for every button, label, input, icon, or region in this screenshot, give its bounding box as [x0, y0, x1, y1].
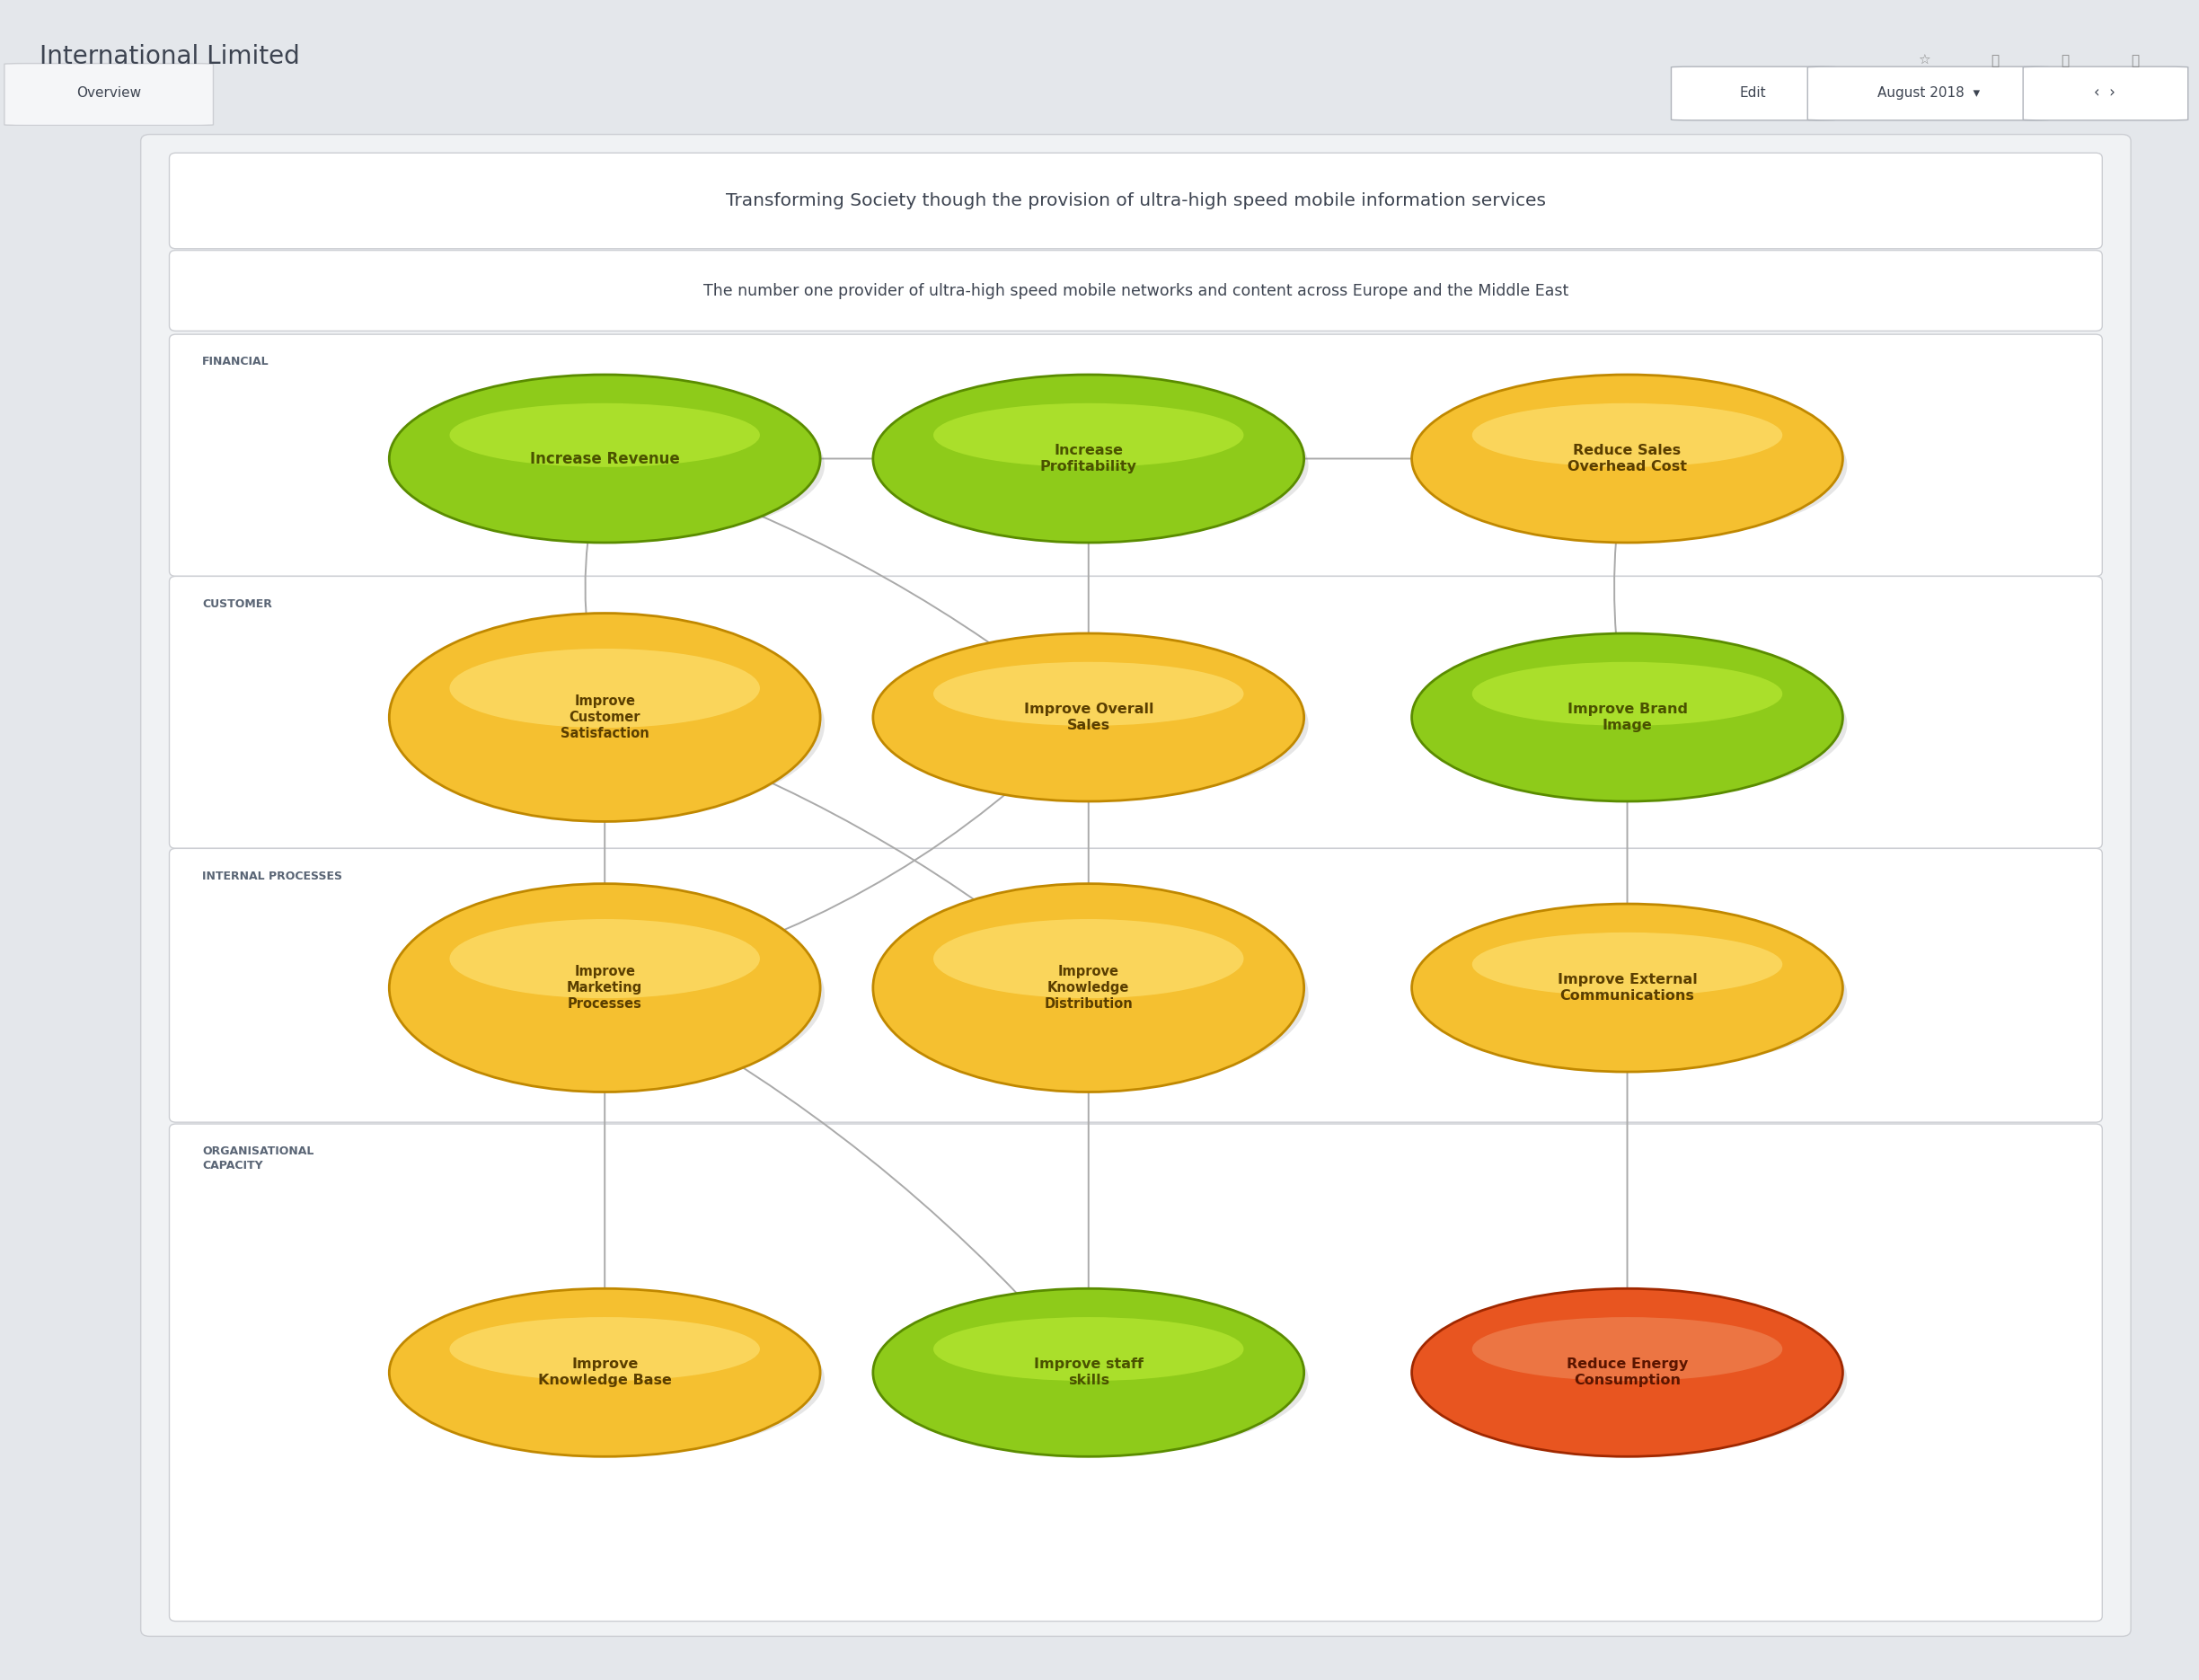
FancyArrowPatch shape: [1623, 1025, 1632, 1337]
Ellipse shape: [394, 630, 825, 818]
FancyArrowPatch shape: [1623, 754, 1632, 953]
Text: Improve
Knowledge Base: Improve Knowledge Base: [539, 1357, 671, 1388]
FancyArrowPatch shape: [640, 469, 1062, 696]
FancyArrowPatch shape: [585, 494, 598, 684]
FancyArrowPatch shape: [600, 754, 609, 953]
FancyBboxPatch shape: [1808, 67, 2049, 121]
FancyArrowPatch shape: [1084, 496, 1093, 682]
Text: Reduce Energy
Consumption: Reduce Energy Consumption: [1566, 1357, 1689, 1388]
Ellipse shape: [1471, 662, 1783, 726]
Text: Improve staff
skills: Improve staff skills: [1034, 1357, 1143, 1388]
Text: Overview: Overview: [77, 86, 141, 99]
Text: FINANCIAL: FINANCIAL: [202, 356, 268, 368]
FancyBboxPatch shape: [2023, 67, 2188, 121]
Text: ⓘ: ⓘ: [2060, 54, 2069, 67]
Text: Improve
Knowledge
Distribution: Improve Knowledge Distribution: [1045, 964, 1132, 1011]
Text: ‹  ›: ‹ ›: [2093, 84, 2115, 101]
Text: Increase Revenue: Increase Revenue: [530, 450, 679, 467]
Ellipse shape: [877, 648, 1308, 800]
Ellipse shape: [1416, 390, 1847, 541]
Ellipse shape: [932, 662, 1245, 726]
Ellipse shape: [1412, 375, 1843, 543]
FancyArrowPatch shape: [640, 455, 1051, 462]
Text: INTERNAL PROCESSES: INTERNAL PROCESSES: [202, 870, 343, 882]
Ellipse shape: [389, 884, 820, 1092]
Ellipse shape: [389, 375, 820, 543]
Text: Increase
Profitability: Increase Profitability: [1040, 444, 1137, 474]
FancyArrowPatch shape: [640, 727, 1062, 966]
Text: ☆: ☆: [1918, 54, 1931, 67]
FancyArrowPatch shape: [638, 743, 1062, 979]
Ellipse shape: [1412, 633, 1843, 801]
FancyArrowPatch shape: [600, 1025, 609, 1337]
Text: CUSTOMER: CUSTOMER: [202, 598, 273, 610]
Ellipse shape: [932, 403, 1245, 467]
Ellipse shape: [932, 1317, 1245, 1381]
Ellipse shape: [1416, 648, 1847, 800]
Text: Improve
Marketing
Processes: Improve Marketing Processes: [567, 964, 642, 1011]
Ellipse shape: [1471, 403, 1783, 467]
Ellipse shape: [932, 919, 1245, 998]
Text: ORGANISATIONAL
CAPACITY: ORGANISATIONAL CAPACITY: [202, 1146, 314, 1173]
Ellipse shape: [449, 1317, 761, 1381]
FancyBboxPatch shape: [4, 64, 213, 126]
Ellipse shape: [873, 1289, 1304, 1457]
Text: ⎋: ⎋: [1990, 54, 1999, 67]
Text: International Limited: International Limited: [40, 44, 299, 69]
Text: The number one provider of ultra-high speed mobile networks and content across E: The number one provider of ultra-high sp…: [704, 282, 1568, 299]
Ellipse shape: [877, 1304, 1308, 1455]
FancyArrowPatch shape: [638, 1005, 1067, 1346]
Text: Improve Brand
Image: Improve Brand Image: [1568, 702, 1687, 732]
FancyArrowPatch shape: [1084, 1025, 1093, 1337]
Ellipse shape: [394, 390, 825, 541]
Ellipse shape: [1471, 932, 1783, 996]
Text: Improve Overall
Sales: Improve Overall Sales: [1023, 702, 1154, 732]
Ellipse shape: [877, 390, 1308, 541]
Ellipse shape: [873, 884, 1304, 1092]
FancyArrowPatch shape: [1614, 496, 1623, 684]
Ellipse shape: [1412, 904, 1843, 1072]
Text: Reduce Sales
Overhead Cost: Reduce Sales Overhead Cost: [1568, 444, 1687, 474]
Ellipse shape: [394, 900, 825, 1089]
FancyBboxPatch shape: [1671, 67, 1836, 121]
Ellipse shape: [1416, 1304, 1847, 1455]
Ellipse shape: [873, 375, 1304, 543]
Ellipse shape: [873, 633, 1304, 801]
Text: Edit: Edit: [1739, 86, 1766, 99]
Ellipse shape: [877, 900, 1308, 1089]
Ellipse shape: [1471, 1317, 1783, 1381]
Ellipse shape: [1416, 919, 1847, 1070]
Ellipse shape: [449, 403, 761, 467]
Ellipse shape: [449, 648, 761, 727]
Ellipse shape: [394, 1304, 825, 1455]
Text: Improve External
Communications: Improve External Communications: [1557, 973, 1698, 1003]
Ellipse shape: [449, 919, 761, 998]
Ellipse shape: [1412, 1289, 1843, 1457]
Text: August 2018  ▾: August 2018 ▾: [1878, 86, 1979, 99]
FancyArrowPatch shape: [1124, 455, 1590, 462]
Text: 🕐: 🕐: [2131, 54, 2140, 67]
Ellipse shape: [389, 613, 820, 822]
Text: Improve
Customer
Satisfaction: Improve Customer Satisfaction: [561, 694, 649, 741]
Ellipse shape: [389, 1289, 820, 1457]
Text: Transforming Society though the provision of ultra-high speed mobile information: Transforming Society though the provisio…: [726, 192, 1546, 210]
FancyArrowPatch shape: [1084, 754, 1093, 953]
